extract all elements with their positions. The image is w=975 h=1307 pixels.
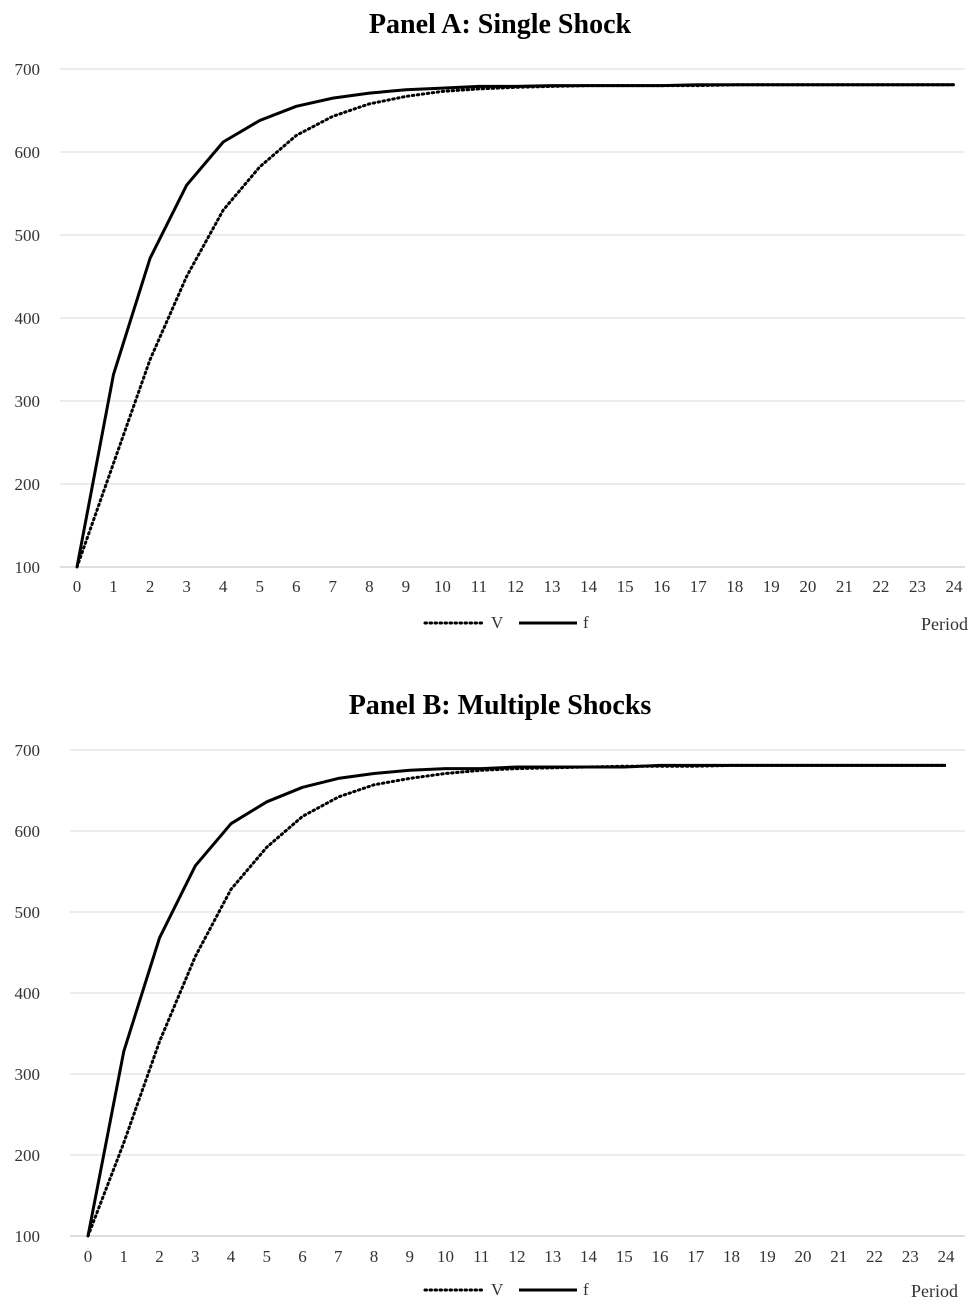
panel-b-y-tick-label: 600 <box>15 822 41 841</box>
panel-a-series-f-line <box>75 83 954 568</box>
panel-a-y-tick-label: 700 <box>15 60 41 79</box>
panel-a-x-tick-label: 4 <box>219 577 228 596</box>
panel-b-x-tick-label: 14 <box>580 1247 598 1266</box>
panel-a-x-tick-label: 23 <box>909 577 926 596</box>
panel-a-x-tick-label: 20 <box>799 577 816 596</box>
panel-b-x-tick-label: 18 <box>723 1247 740 1266</box>
panel-a-chart: Panel A: Single Shock1002003004005006007… <box>15 9 969 634</box>
panel-b-x-tick-label: 11 <box>473 1247 489 1266</box>
panel-a-x-tick-label: 6 <box>292 577 301 596</box>
panel-b-x-tick-label: 7 <box>334 1247 343 1266</box>
panel-a-x-axis-label: Period <box>921 614 968 634</box>
panel-a-legend-label-V: V <box>491 613 504 632</box>
panel-b-y-tick-label: 200 <box>15 1146 41 1165</box>
panel-b-x-tick-label: 22 <box>866 1247 883 1266</box>
panel-b-x-tick-label: 21 <box>830 1247 847 1266</box>
panel-a-x-tick-label: 11 <box>471 577 487 596</box>
panel-b-x-tick-label: 24 <box>938 1247 956 1266</box>
panel-a-y-tick-label: 200 <box>15 475 41 494</box>
panel-a-y-tick-label: 300 <box>15 392 41 411</box>
panel-a-legend-label-f: f <box>583 613 589 632</box>
panel-b-y-tick-label: 500 <box>15 903 41 922</box>
panel-b-series-V-line <box>86 763 948 1238</box>
panel-a-x-tick-label: 12 <box>507 577 524 596</box>
panel-a-x-tick-label: 14 <box>580 577 598 596</box>
panel-a-y-tick-label: 500 <box>15 226 41 245</box>
panel-b-x-tick-label: 8 <box>370 1247 379 1266</box>
panel-a-x-tick-label: 7 <box>329 577 338 596</box>
panel-a-x-tick-label: 24 <box>946 577 964 596</box>
panel-a-x-tick-label: 16 <box>653 577 670 596</box>
panel-a-x-tick-label: 15 <box>617 577 634 596</box>
panel-b-y-tick-label: 100 <box>15 1227 41 1246</box>
panel-a-x-tick-label: 17 <box>690 577 708 596</box>
panel-b-x-tick-label: 0 <box>84 1247 93 1266</box>
panel-b-x-tick-label: 16 <box>652 1247 669 1266</box>
panel-b-series-f-line <box>86 763 946 1237</box>
panel-a-x-tick-label: 5 <box>255 577 264 596</box>
panel-a-title: Panel A: Single Shock <box>369 9 632 40</box>
panel-b-x-tick-label: 13 <box>544 1247 561 1266</box>
panel-a-x-tick-label: 19 <box>763 577 780 596</box>
panel-a-x-tick-label: 1 <box>109 577 118 596</box>
panel-b-x-tick-label: 1 <box>120 1247 129 1266</box>
panel-b-x-tick-label: 19 <box>759 1247 776 1266</box>
panel-b-x-tick-label: 23 <box>902 1247 919 1266</box>
panel-b-legend-label-f: f <box>583 1280 589 1299</box>
panel-b-x-tick-label: 12 <box>509 1247 526 1266</box>
panel-b-x-tick-label: 5 <box>263 1247 272 1266</box>
panel-a-x-tick-label: 0 <box>73 577 82 596</box>
panel-a-y-tick-label: 400 <box>15 309 41 328</box>
panel-b-title: Panel B: Multiple Shocks <box>349 690 652 721</box>
panel-a-y-tick-label: 100 <box>15 558 41 577</box>
panel-a-x-tick-label: 10 <box>434 577 451 596</box>
panel-b-x-tick-label: 20 <box>795 1247 812 1266</box>
panel-a-x-tick-label: 2 <box>146 577 155 596</box>
panel-a-x-tick-label: 3 <box>182 577 191 596</box>
panel-b-x-axis-label: Period <box>911 1281 958 1301</box>
panel-b-y-tick-label: 700 <box>15 741 41 760</box>
panel-b-x-tick-label: 4 <box>227 1247 236 1266</box>
panel-b-chart: Panel B: Multiple Shocks1002003004005006… <box>15 690 965 1301</box>
panel-b-y-tick-label: 400 <box>15 984 41 1003</box>
panel-a-x-tick-label: 13 <box>544 577 561 596</box>
panel-b-x-tick-label: 15 <box>616 1247 633 1266</box>
panel-b-legend-label-V: V <box>491 1280 504 1299</box>
panel-b-x-tick-label: 17 <box>687 1247 705 1266</box>
panel-a-x-tick-label: 8 <box>365 577 374 596</box>
panel-b-y-tick-label: 300 <box>15 1065 41 1084</box>
panel-b-x-tick-label: 2 <box>155 1247 164 1266</box>
panel-a-x-tick-label: 22 <box>872 577 889 596</box>
panel-a-x-tick-label: 18 <box>726 577 743 596</box>
panel-a-y-tick-label: 600 <box>15 143 41 162</box>
panel-b-x-tick-label: 10 <box>437 1247 454 1266</box>
panel-b-x-tick-label: 3 <box>191 1247 200 1266</box>
panel-a-x-tick-label: 9 <box>402 577 411 596</box>
panel-b-x-tick-label: 9 <box>406 1247 415 1266</box>
panel-a-x-tick-label: 21 <box>836 577 853 596</box>
panel-b-x-tick-label: 6 <box>298 1247 307 1266</box>
